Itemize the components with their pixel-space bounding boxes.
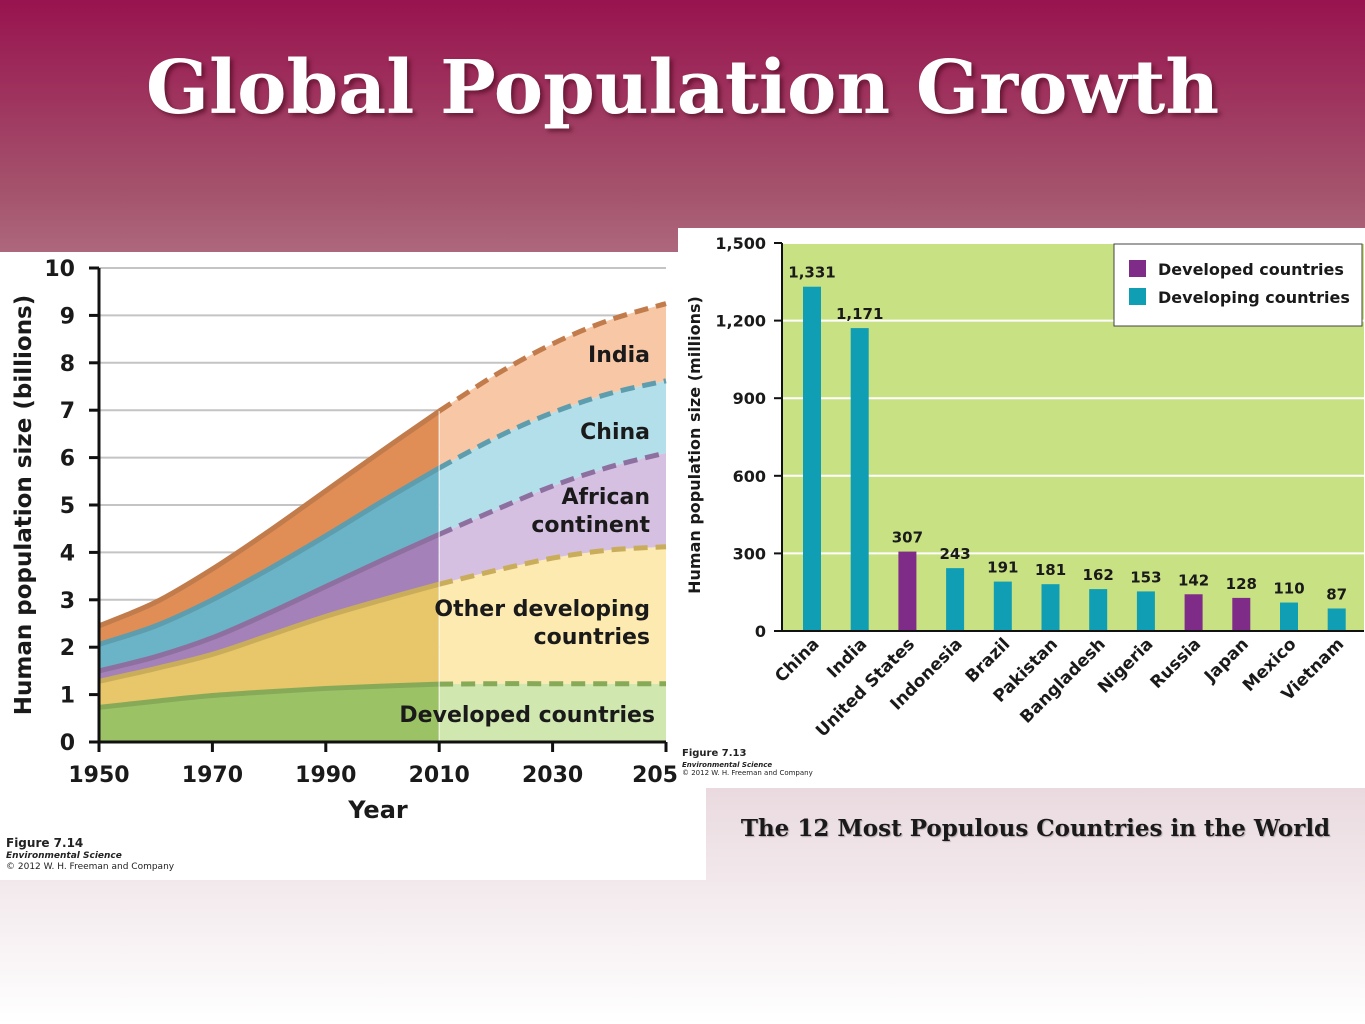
figure-label: Figure 7.14 [6, 836, 84, 850]
legend-box [1113, 243, 1363, 327]
bar-value-label: 110 [1273, 580, 1304, 598]
series-line-3 [98, 465, 441, 647]
bar-value-label: 87 [1326, 585, 1347, 603]
slide-title: Global Population Growth [145, 45, 1220, 131]
legend-label: Developed countries [1158, 260, 1344, 279]
bar-value-label: 128 [1226, 575, 1257, 593]
bar-brazil [993, 581, 1012, 631]
bar-value-label: 142 [1178, 571, 1209, 589]
x-tick-label: 2030 [522, 763, 583, 788]
legend-swatch [1129, 288, 1146, 305]
y-tick-label: 0 [60, 731, 75, 756]
area-band-4-historical [99, 411, 440, 645]
x-tick-label: 1950 [68, 763, 129, 788]
y-tick-label: 5 [60, 494, 75, 519]
bar-value-label: 1,171 [836, 305, 883, 323]
bar-japan [1232, 597, 1251, 631]
series-label: Other developing [434, 597, 650, 622]
y-tick-label: 8 [60, 352, 75, 377]
bar-vietnam [1327, 608, 1346, 631]
y-tick-label: 1,500 [715, 234, 766, 253]
x-tick-label: 2010 [409, 763, 470, 788]
bar-value-label: 243 [939, 545, 970, 563]
y-tick-label: 3 [60, 589, 75, 614]
bar-chart-panel: 0 300 600 900 1,200 1,500 Human population siz… [678, 228, 1365, 788]
area-chart: 0 1 2 3 4 5 6 7 8 9 10 1950 1970 1990 2010 2030 205 Year H… [11, 257, 678, 824]
area-figure-credit: Figure 7.14 Environmental Science © 2012… [6, 836, 174, 874]
bar-chart-caption: The 12 Most Populous Countries in the Wo… [740, 815, 1331, 842]
category-label: China [771, 634, 823, 686]
y-tick-label: 2 [60, 636, 75, 661]
area-band-1-historical [99, 584, 440, 708]
book-title: Environmental Science [682, 760, 773, 769]
bar-figure-credit: Figure 7.13 Environmental Science © 2012… [682, 748, 813, 778]
series-line-0 [98, 681, 440, 710]
y-tick-label: 900 [733, 389, 766, 408]
series-projection-line-1 [438, 544, 667, 587]
y-axis-title: Human population size (billions) [11, 295, 37, 716]
bar-india [850, 328, 869, 631]
y-tick-label: 600 [733, 467, 766, 486]
area-band-2-historical [99, 534, 440, 682]
area-band-1-projected [439, 546, 666, 685]
series-projection-line-2 [438, 450, 667, 537]
bar-mexico [1280, 602, 1298, 631]
area-chart-panel: 0 1 2 3 4 5 6 7 8 9 10 1950 1970 1990 2010 2030 205 Year H… [0, 252, 706, 880]
y-axis-title: Human population size (millions) [685, 296, 704, 594]
series-label: Developed countries [399, 703, 655, 728]
bar-russia [1184, 594, 1203, 631]
series-label: India [588, 343, 650, 368]
y-tick-label: 300 [733, 544, 766, 563]
series-projection-line-3 [438, 378, 667, 471]
bar-united-states [898, 551, 917, 631]
y-tick-label: 6 [60, 447, 75, 472]
category-label: Russia [1147, 634, 1206, 693]
y-tick-label: 10 [44, 257, 75, 282]
bar-china [803, 286, 821, 631]
area-band-3-projected [439, 380, 666, 535]
series-label: countries [534, 625, 650, 650]
y-tick-label: 4 [60, 541, 75, 566]
copyright: © 2012 W. H. Freeman and Company [682, 769, 813, 778]
area-band-0-projected [439, 683, 666, 742]
bar-value-label: 153 [1130, 568, 1161, 586]
bar-bangladesh [1089, 589, 1108, 631]
series-label: China [580, 420, 650, 445]
bar-indonesia [946, 568, 965, 631]
bar-value-label: 162 [1083, 566, 1114, 584]
series-projection-line-0 [439, 681, 666, 687]
x-axis-title: Year [347, 796, 408, 824]
y-tick-label: 1,200 [715, 312, 766, 331]
bar-value-label: 181 [1035, 561, 1066, 579]
series-label: continent [531, 513, 650, 538]
book-title: Environmental Science [6, 851, 122, 861]
bar-pakistan [1041, 584, 1060, 631]
bar-chart: 0 300 600 900 1,200 1,500 Human population siz… [685, 234, 1364, 741]
x-tick-label: 1970 [182, 763, 243, 788]
x-tick-label: 205 [632, 763, 678, 788]
figure-label: Figure 7.13 [682, 748, 747, 759]
y-tick-label: 7 [60, 399, 75, 424]
series-projection-line-4 [437, 301, 667, 414]
series-line-2 [98, 532, 441, 674]
bar-value-label: 191 [987, 559, 1018, 577]
series-line-1 [98, 581, 440, 684]
area-band-2-projected [439, 452, 666, 585]
y-tick-label: 1 [60, 684, 75, 709]
y-tick-label: 0 [755, 622, 766, 641]
bar-nigeria [1136, 591, 1155, 631]
copyright: © 2012 W. H. Freeman and Company [6, 862, 175, 873]
area-band-4-projected [439, 303, 666, 469]
bar-value-label: 1,331 [788, 264, 835, 282]
y-tick-label: 9 [60, 304, 75, 329]
bar-value-label: 307 [892, 529, 923, 547]
legend-swatch [1129, 260, 1146, 277]
series-line-4 [98, 409, 441, 629]
x-tick-label: 1990 [295, 763, 356, 788]
legend-label: Developing countries [1158, 288, 1350, 307]
series-label: African [561, 485, 650, 510]
